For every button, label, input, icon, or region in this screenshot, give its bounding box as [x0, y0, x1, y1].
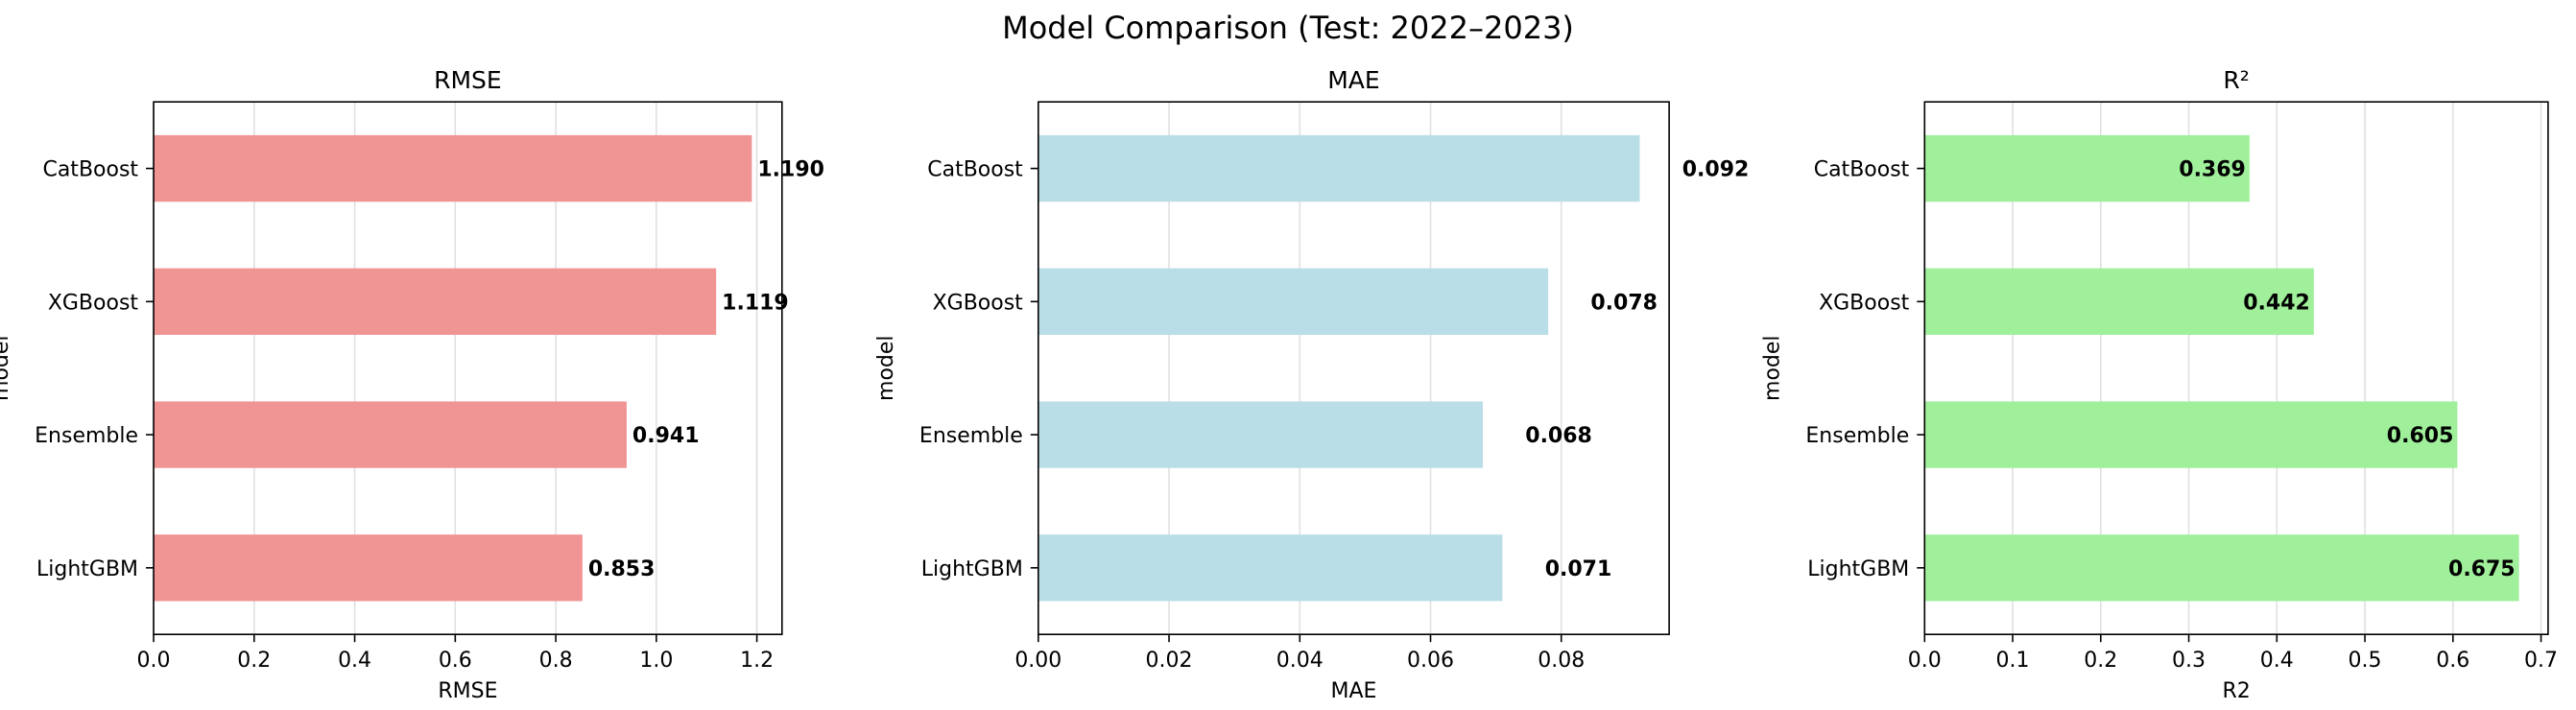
bar-catboost	[154, 134, 752, 202]
y-tick-label: XGBoost	[933, 291, 1024, 315]
x-tick-label: 0.2	[2084, 649, 2117, 673]
y-tick-label: Ensemble	[1805, 424, 1909, 448]
value-label: 0.068	[1525, 424, 1592, 448]
x-tick-label: 0.3	[2172, 649, 2206, 673]
x-tick-label: 0.04	[1276, 649, 1324, 673]
value-label: 0.092	[1682, 158, 1750, 182]
value-label: 1.190	[757, 158, 824, 182]
bar-xgboost	[1038, 268, 1549, 336]
bar-xgboost	[1924, 268, 2314, 336]
x-tick-label: 0.08	[1538, 649, 1585, 673]
y-tick-label: CatBoost	[1814, 158, 1910, 182]
value-label: 1.119	[722, 291, 789, 315]
x-tick-label: 0.00	[1014, 649, 1061, 673]
x-tick-label: 0.0	[1908, 649, 1942, 673]
x-tick-label: 0.0	[137, 649, 171, 673]
y-axis-label: model	[874, 335, 898, 401]
x-tick-label: 0.02	[1146, 649, 1193, 673]
y-tick-label: Ensemble	[35, 424, 138, 448]
x-axis-label: R2	[2222, 679, 2250, 703]
bar-ensemble	[1038, 401, 1483, 468]
x-tick-label: 0.6	[2436, 649, 2469, 673]
axes-frame	[1923, 101, 2549, 636]
y-tick-label: XGBoost	[48, 291, 139, 315]
value-label: 0.605	[2387, 424, 2454, 448]
y-tick-label: LightGBM	[36, 557, 138, 581]
subplot-panels: LightGBM 0.853 Ensemble 0.941 XGBoost 1.119 Ca…	[0, 66, 2558, 703]
x-tick-label: 0.6	[439, 649, 472, 673]
subplot-1: LightGBM 0.853 Ensemble 0.941 XGBoost 1.119 Ca…	[0, 66, 824, 703]
y-axis-label: model	[1760, 335, 1784, 401]
bar-lightgbm	[154, 534, 583, 602]
y-tick-label: LightGBM	[921, 557, 1023, 581]
subplot-title: R²	[2223, 66, 2249, 94]
subplot-3: LightGBM 0.675 Ensemble 0.605 XGBoost 0.442 Ca…	[1760, 66, 2558, 703]
figure-suptitle: Model Comparison (Test: 2022–2023)	[1002, 10, 1574, 46]
value-label: 0.369	[2179, 158, 2246, 182]
y-axis-label: model	[0, 335, 13, 401]
bar-catboost	[1038, 134, 1640, 202]
bar-catboost	[1924, 134, 2250, 202]
x-axis-label: RMSE	[438, 679, 497, 703]
axes-frame	[1038, 101, 1670, 636]
x-axis-label: MAE	[1331, 679, 1377, 703]
axes-frame	[153, 101, 783, 636]
value-label: 0.853	[588, 557, 656, 581]
value-label: 0.675	[2448, 557, 2516, 581]
y-tick-label: CatBoost	[42, 158, 138, 182]
value-label: 0.941	[632, 424, 700, 448]
x-tick-label: 0.2	[237, 649, 271, 673]
x-tick-label: 0.5	[2349, 649, 2382, 673]
x-tick-label: 0.1	[1996, 649, 2030, 673]
bar-xgboost	[154, 268, 717, 336]
bar-lightgbm	[1924, 534, 2519, 602]
x-tick-label: 0.4	[2260, 649, 2294, 673]
value-label: 0.078	[1590, 291, 1658, 315]
y-tick-label: CatBoost	[927, 158, 1023, 182]
subplot-title: MAE	[1327, 66, 1379, 94]
x-tick-label: 0.06	[1407, 649, 1454, 673]
x-tick-label: 1.0	[639, 649, 673, 673]
bar-lightgbm	[1038, 534, 1503, 602]
value-label: 0.071	[1545, 557, 1612, 581]
y-tick-label: LightGBM	[1807, 557, 1909, 581]
x-tick-label: 0.8	[539, 649, 573, 673]
bar-ensemble	[154, 401, 627, 468]
y-tick-label: Ensemble	[919, 424, 1023, 448]
x-tick-label: 1.2	[740, 649, 774, 673]
y-tick-label: XGBoost	[1819, 291, 1910, 315]
subplot-2: LightGBM 0.071 Ensemble 0.068 XGBoost 0.078 Ca…	[874, 66, 1750, 703]
subplot-title: RMSE	[434, 66, 502, 94]
value-label: 0.442	[2243, 291, 2310, 315]
bar-ensemble	[1924, 401, 2458, 468]
x-tick-label: 0.7	[2524, 649, 2558, 673]
x-tick-label: 0.4	[338, 649, 371, 673]
